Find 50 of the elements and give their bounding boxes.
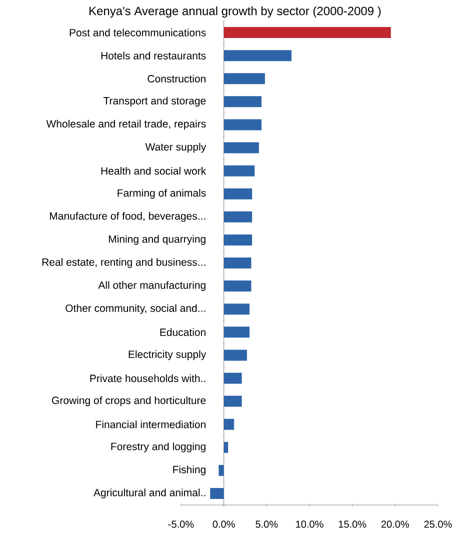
y-tick-label: All other manufacturing xyxy=(98,281,206,291)
bar xyxy=(224,258,252,269)
bar xyxy=(218,464,224,476)
y-tick-label: Post and telecommunications xyxy=(70,28,206,36)
bar xyxy=(224,188,252,200)
x-tick-label: 10.0% xyxy=(296,520,324,528)
x-tick-label: 25.0% xyxy=(424,520,452,528)
bar xyxy=(224,326,250,338)
x-tick-label: -5.0% xyxy=(168,520,194,528)
bar xyxy=(224,50,292,62)
bar xyxy=(224,165,255,176)
y-tick-label: Construction xyxy=(148,74,206,82)
y-tick-label: Education xyxy=(160,328,206,336)
bar xyxy=(224,396,242,407)
y-tick-label: Mining and quarrying xyxy=(108,235,206,245)
bar xyxy=(224,280,252,292)
y-tick-label: Private households with.. xyxy=(90,374,206,382)
x-tick-label: 20.0% xyxy=(381,520,409,528)
y-tick-label: Electricity supply xyxy=(128,350,206,360)
bar xyxy=(224,418,234,430)
bar xyxy=(224,350,247,361)
bar xyxy=(224,304,250,315)
y-tick-label: Manufacture of food, beverages... xyxy=(50,212,206,222)
y-tick-label: Health and social work xyxy=(101,166,206,175)
bar xyxy=(224,27,391,38)
y-tick-label: Financial intermediation xyxy=(96,420,206,428)
bar xyxy=(224,442,228,453)
chart-title: Kenya's Average annual growth by sector (2000-2009 ) xyxy=(90,6,381,18)
y-tick-label: Agricultural and animal.. xyxy=(94,488,206,498)
y-tick-label: Hotels and restaurants xyxy=(101,52,206,60)
x-tick-label: 0.0% xyxy=(212,520,235,528)
y-tick-label: Water supply xyxy=(145,142,206,153)
y-tick-label: Transport and storage xyxy=(103,96,206,107)
bar xyxy=(224,372,242,384)
y-tick-label: Forestry and logging xyxy=(111,442,206,452)
y-tick-label: Real estate, renting and business... xyxy=(42,258,206,268)
bar xyxy=(224,142,259,154)
bar xyxy=(224,211,252,222)
x-tick-label: 5.0% xyxy=(256,520,278,528)
bar xyxy=(224,119,262,130)
x-tick-label: 15.0% xyxy=(338,520,366,528)
y-tick-label: Other community, social and... xyxy=(66,304,206,314)
bar xyxy=(224,73,265,84)
bar xyxy=(210,488,224,499)
y-tick-label: Farming of animals xyxy=(118,188,206,199)
bar xyxy=(224,234,252,246)
y-tick-label: Fishing xyxy=(173,466,206,476)
y-tick-label: Wholesale and retail trade, repairs xyxy=(46,120,206,130)
bar xyxy=(224,96,262,108)
y-tick-label: Growing of crops and horticulture xyxy=(52,396,206,406)
